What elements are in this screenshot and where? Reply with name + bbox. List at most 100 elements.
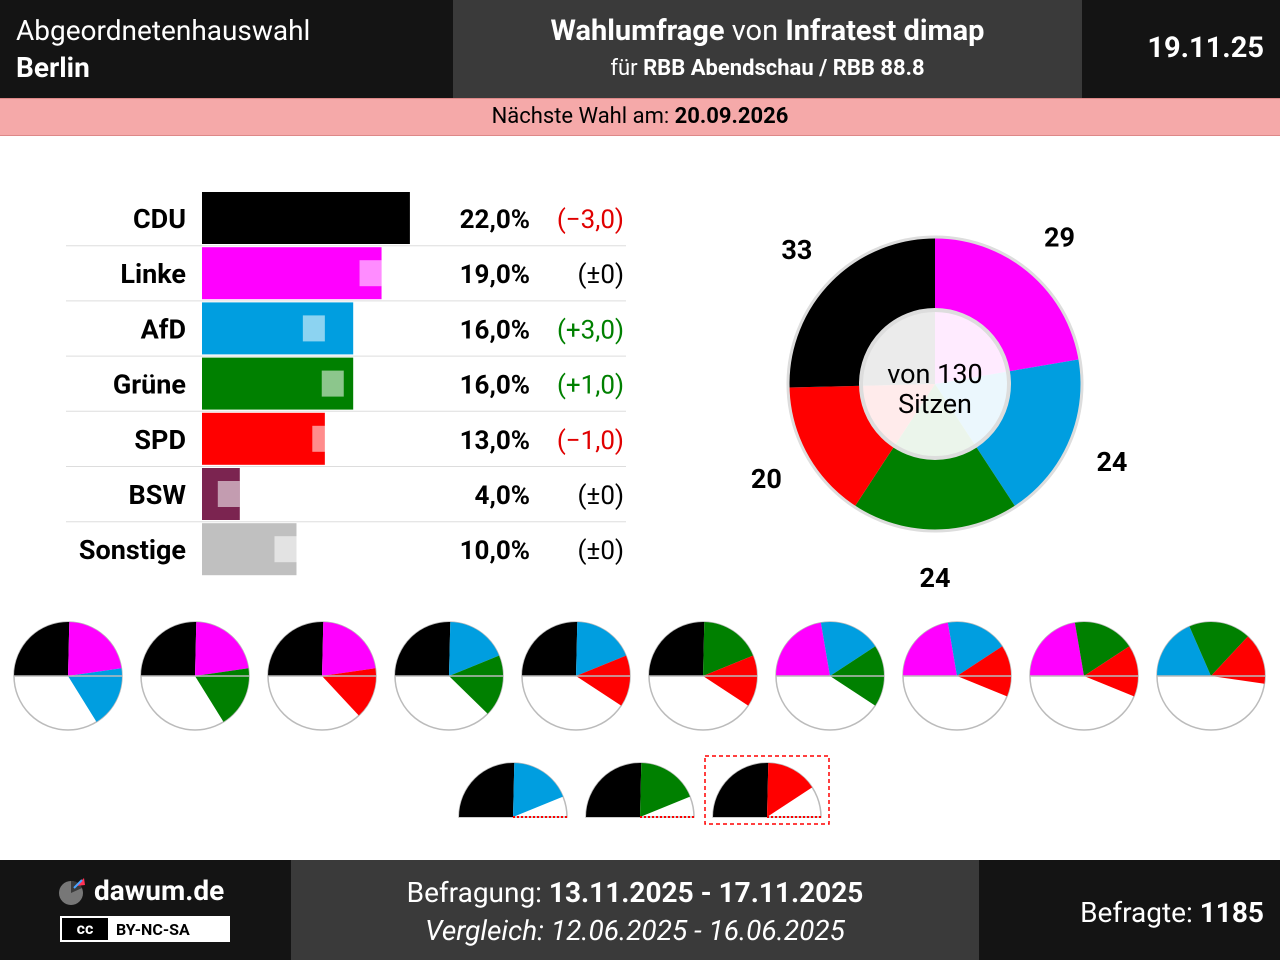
coalition-halfpie-cdu-afd <box>458 762 568 818</box>
survey-line: Befragung: 13.11.2025 - 17.11.2025 <box>291 876 979 909</box>
change-label-spd: (−1,0) <box>557 426 624 456</box>
poll-prefix: Wahlumfrage <box>550 14 725 48</box>
coalition-halfpie-cdu-spd <box>712 762 822 818</box>
coalition-charts <box>13 621 1266 825</box>
value-label-grüne: 16,0% <box>460 371 530 401</box>
coalition-slice-spd <box>767 763 813 817</box>
election-type: Abgeordnetenhauswahl <box>16 14 311 47</box>
previous-marker-grüne <box>321 370 344 397</box>
coalition-pie-linke-afd-grüne <box>775 621 885 731</box>
coalition-pie-cdu-grüne-spd <box>648 621 758 731</box>
for-prefix: für <box>610 56 638 81</box>
change-label-linke: (±0) <box>578 260 624 290</box>
header-left: Abgeordnetenhauswahl Berlin <box>0 0 453 98</box>
seat-label-afd: 24 <box>1096 446 1127 478</box>
bar-afd <box>202 302 354 355</box>
previous-marker-afd <box>302 315 325 342</box>
coalition-slice-spd <box>1084 646 1138 697</box>
coalition-slice-spd <box>703 655 757 706</box>
value-label-cdu: 22,0% <box>460 205 530 235</box>
previous-marker-cdu <box>416 205 439 231</box>
coalition-slice-linke <box>195 622 249 676</box>
change-label-grüne: (+1,0) <box>557 371 624 401</box>
coalition-slice-grüne <box>1074 622 1130 676</box>
respondents-label: Befragte: <box>1080 896 1193 929</box>
seat-label-linke: 29 <box>1044 221 1075 253</box>
coalition-pie-cdu-linke-grüne <box>140 621 250 731</box>
coalition-slice-afd <box>820 622 876 676</box>
institute: Infratest dimap <box>785 14 985 48</box>
coalition-slice-afd <box>513 763 564 817</box>
poll-title: Wahlumfrage von Infratest dimap <box>453 14 1082 48</box>
license-text: BY-NC-SA <box>116 920 190 939</box>
previous-marker-sonstige <box>274 536 297 563</box>
survey-period: 13.11.2025 - 17.11.2025 <box>548 876 864 909</box>
next-election-bar: Nächste Wahl am: 20.09.2026 <box>0 98 1280 136</box>
coalition-slice-spd <box>576 655 631 706</box>
seat-center-hole <box>859 308 1011 460</box>
value-label-sonstige: 10,0% <box>460 536 530 566</box>
respondents-count: 1185 <box>1199 896 1264 929</box>
compare-label: Vergleich: <box>425 914 544 947</box>
coalition-pie-cdu-afd-grüne <box>394 621 504 731</box>
party-label-afd: AfD <box>141 313 186 345</box>
region: Berlin <box>16 51 90 84</box>
coalition-pie-linke-grüne-spd <box>1029 621 1139 731</box>
footer-left: dawum.de cc BY-NC-SA <box>0 860 291 960</box>
cc-icon: cc <box>62 918 108 940</box>
party-label-grüne: Grüne <box>113 369 186 401</box>
survey-label: Befragung: <box>406 876 542 909</box>
coalition-slice-spd <box>957 646 1011 697</box>
party-label-cdu: CDU <box>133 203 186 235</box>
compare-period: 12.06.2025 - 16.06.2025 <box>550 914 845 947</box>
coalition-slice-afd <box>947 622 1003 676</box>
coalition-slice-grüne <box>703 622 754 676</box>
coalition-pie-cdu-linke-spd <box>267 621 377 731</box>
coalition-slice-linke <box>1030 622 1084 676</box>
poll-client-line: für RBB Abendschau / RBB 88.8 <box>453 56 1082 81</box>
coalition-pie-cdu-afd-spd <box>521 621 631 731</box>
bar-cdu <box>202 192 410 244</box>
seat-center-label-line2: Sitzen <box>898 388 972 420</box>
coalition-slice-cdu <box>14 622 70 676</box>
bar-linke <box>202 247 382 300</box>
client: RBB Abendschau / RBB 88.8 <box>643 56 925 81</box>
seat-label-grüne: 24 <box>920 562 951 594</box>
coalition-slice-spd <box>322 668 377 716</box>
seat-label-spd: 20 <box>751 463 782 495</box>
previous-marker-bsw <box>217 481 240 507</box>
seat-label-cdu: 33 <box>781 234 812 266</box>
coalition-slice-grüne <box>640 763 691 817</box>
next-election-label: Nächste Wahl am: <box>491 104 670 129</box>
header-right: 19.11.25 <box>1082 0 1280 98</box>
bar-spd <box>202 412 325 465</box>
header-middle: Wahlumfrage von Infratest dimap für RBB … <box>453 0 1082 98</box>
brand-name[interactable]: dawum.de <box>94 874 225 907</box>
poll-von: von <box>731 14 779 48</box>
coalition-pie-cdu-linke-afd <box>13 621 123 731</box>
respondents-line: Befragte: 1185 <box>1080 896 1264 929</box>
coalition-pie-linke-afd-spd <box>902 621 1012 731</box>
coalition-slice-linke <box>322 622 376 676</box>
value-label-afd: 16,0% <box>460 315 530 345</box>
value-label-bsw: 4,0% <box>475 481 530 511</box>
coalition-slice-afd <box>576 622 627 676</box>
poll-date: 19.11.25 <box>1147 31 1264 65</box>
party-label-linke: Linke <box>120 258 186 290</box>
coalition-slice-afd <box>449 622 500 676</box>
coalition-slice-cdu <box>586 762 642 817</box>
coalition-slice-cdu <box>522 622 578 676</box>
coalition-slice-cdu <box>141 622 197 676</box>
coalition-slice-spd <box>1211 636 1265 684</box>
license-badge[interactable]: cc BY-NC-SA <box>60 916 230 942</box>
value-label-spd: 13,0% <box>460 426 530 456</box>
coalition-slice-linke <box>776 622 830 676</box>
change-label-sonstige: (±0) <box>578 536 624 566</box>
coalition-slice-cdu <box>459 762 515 817</box>
dawum-logo-icon <box>59 878 85 905</box>
previous-marker-spd <box>312 425 335 452</box>
previous-marker-linke <box>359 260 382 287</box>
change-label-afd: (+3,0) <box>557 315 624 345</box>
coalition-slice-cdu <box>713 762 769 817</box>
coalition-slice-linke <box>903 622 957 676</box>
